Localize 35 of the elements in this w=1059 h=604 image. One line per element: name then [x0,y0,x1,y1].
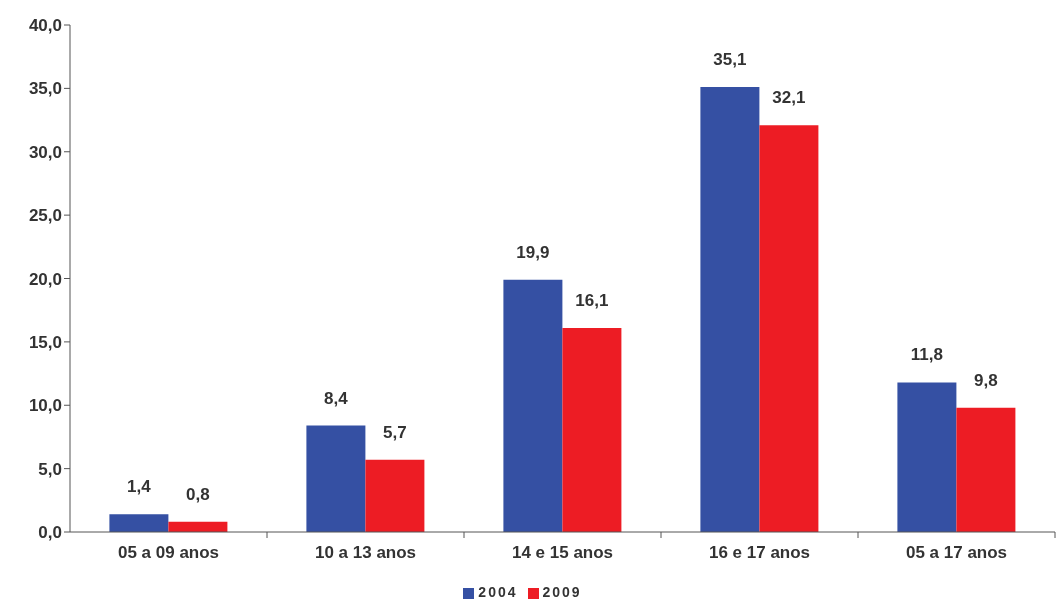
bar [956,407,1016,532]
x-tick-label: 10 a 13 anos [314,543,417,562]
bar [503,279,563,532]
data-label: 8,4 [324,388,349,408]
data-label: 5,7 [383,422,407,442]
data-label: 1,4 [127,477,152,497]
data-label: 9,8 [974,370,998,390]
data-label: 0,8 [186,484,210,504]
y-tick-label: 40,0 [28,16,62,36]
bar [562,327,622,532]
bar [700,87,760,532]
bar [759,125,819,532]
bar [365,459,425,532]
legend-label: 2009 [542,584,582,600]
x-tick-label: 05 a 09 anos [117,543,220,562]
y-tick-label: 35,0 [28,79,62,99]
bar [109,514,169,532]
y-tick-label: 10,0 [28,396,62,416]
y-tick-label: 20,0 [28,269,62,289]
x-tick-label: 16 e 17 anos [708,543,811,562]
x-tick-label: 14 e 15 anos [511,543,614,562]
data-label: 11,8 [910,345,943,365]
x-tick-label: 05 a 17 anos [905,543,1008,562]
bar [897,382,957,532]
data-label: 16,1 [575,290,609,310]
y-tick-label: 25,0 [28,206,62,226]
data-label: 19,9 [516,242,550,262]
y-tick-label: 0,0 [38,523,62,543]
data-label: 35,1 [713,50,747,70]
y-tick-label: 5,0 [38,459,62,479]
y-tick-label: 30,0 [28,142,62,162]
y-tick-label: 15,0 [28,332,62,352]
bar [306,425,366,532]
data-label: 32,1 [772,88,806,108]
legend-label: 2004 [478,584,518,600]
